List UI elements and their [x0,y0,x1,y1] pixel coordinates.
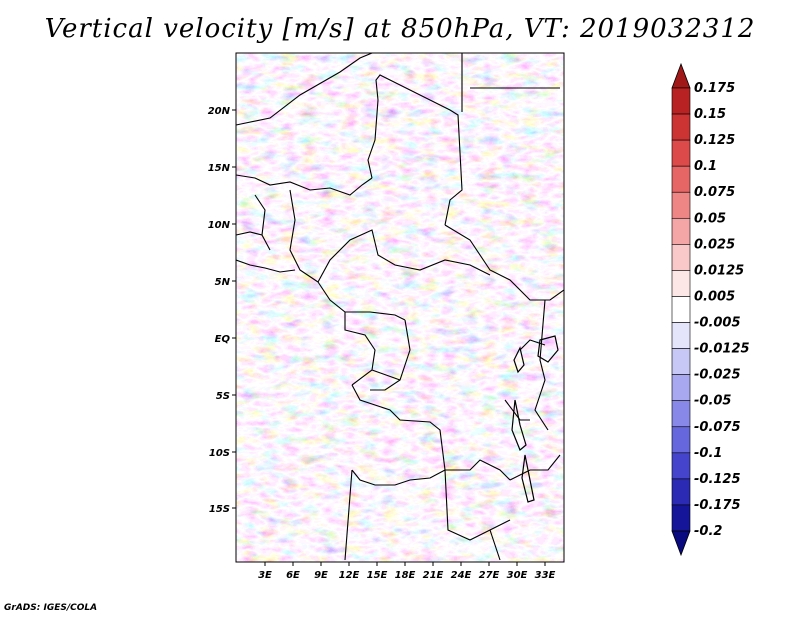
lon-tick-label: 15E [367,570,388,581]
colorbar-label: 0.05 [694,211,726,226]
colorbar-label: 0.1 [694,159,717,174]
map-title: Vertical velocity [m/s] at 850hPa, VT: 2… [44,14,756,44]
lat-tick-label: 10S [209,448,230,459]
colorbar-label: 0.175 [694,81,735,96]
colorbar-label: -0.175 [694,498,741,513]
lon-tick-label: 6E [286,570,300,581]
colorbar-label: -0.1 [694,446,722,461]
colorbar-label: 0.125 [694,133,735,148]
velocity-field [236,53,564,562]
lon-tick-label: 27E [479,570,500,581]
lat-tick-label: 5N [215,277,231,288]
colorbar-bottom-arrow [671,530,691,557]
colorbar-box [671,504,691,532]
colorbar-box [671,191,691,219]
colorbar-box [671,113,691,141]
colorbar: 0.175 0.15 0.125 0.1 0.075 0.05 0.025 0.0125 0.0… [671,62,750,557]
lon-tick-label: 3E [258,570,272,581]
lon-axis [264,562,546,566]
lon-tick-label: 33E [535,570,556,581]
colorbar-label: -0.025 [694,368,741,383]
colorbar-box [671,139,691,167]
lon-tick-label: 30E [507,570,528,581]
lon-tick-label: 18E [395,570,416,581]
colorbar-box [671,322,691,349]
colorbar-label: 0.025 [694,237,735,252]
colorbar-label: -0.2 [694,524,722,539]
country-borders [236,53,564,561]
lat-tick-labels: 20N 15N 10N 5N EQ 5S 10S 15S [208,106,231,515]
lon-tick-label: 21E [423,570,444,581]
colorbar-box [671,478,691,506]
colorbar-box [671,217,691,245]
colorbar-box [671,244,691,271]
colorbar-label: -0.0125 [694,342,750,357]
colorbar-label: -0.125 [694,472,741,487]
lon-tick-labels: 3E 6E 9E 12E 15E 18E 21E 24E 27E 30E 33E [258,570,555,581]
colorbar-label: -0.075 [694,420,741,435]
colorbar-label: -0.005 [694,316,741,331]
colorbar-box [671,87,691,115]
lon-tick-label: 9E [314,570,328,581]
lat-axis [232,109,236,509]
lat-tick-label: EQ [215,334,231,345]
colorbar-box [671,400,691,428]
colorbar-box [671,270,691,297]
colorbar-label: -0.05 [694,394,731,409]
lakes [511,335,559,503]
colorbar-top-arrow [671,62,691,89]
colorbar-label: 0.075 [694,185,735,200]
lat-tick-label: 15N [208,163,231,174]
plot-frame [235,52,565,563]
lat-tick-label: 5S [216,391,230,402]
lon-tick-label: 24E [451,570,472,581]
colorbar-box [671,165,691,193]
lat-tick-label: 15S [209,504,230,515]
colorbar-box [671,348,691,375]
colorbar-box [671,426,691,454]
grads-credit: GrADS: IGES/COLA [4,603,98,613]
colorbar-box [671,374,691,402]
colorbar-label: 0.0125 [694,263,744,278]
colorbar-label: 0.005 [694,289,735,304]
lon-tick-label: 12E [339,570,360,581]
lat-tick-label: 10N [208,220,231,231]
colorbar-box [671,452,691,480]
lat-tick-label: 20N [208,106,231,117]
colorbar-label: 0.15 [694,107,726,122]
colorbar-box [671,296,691,323]
